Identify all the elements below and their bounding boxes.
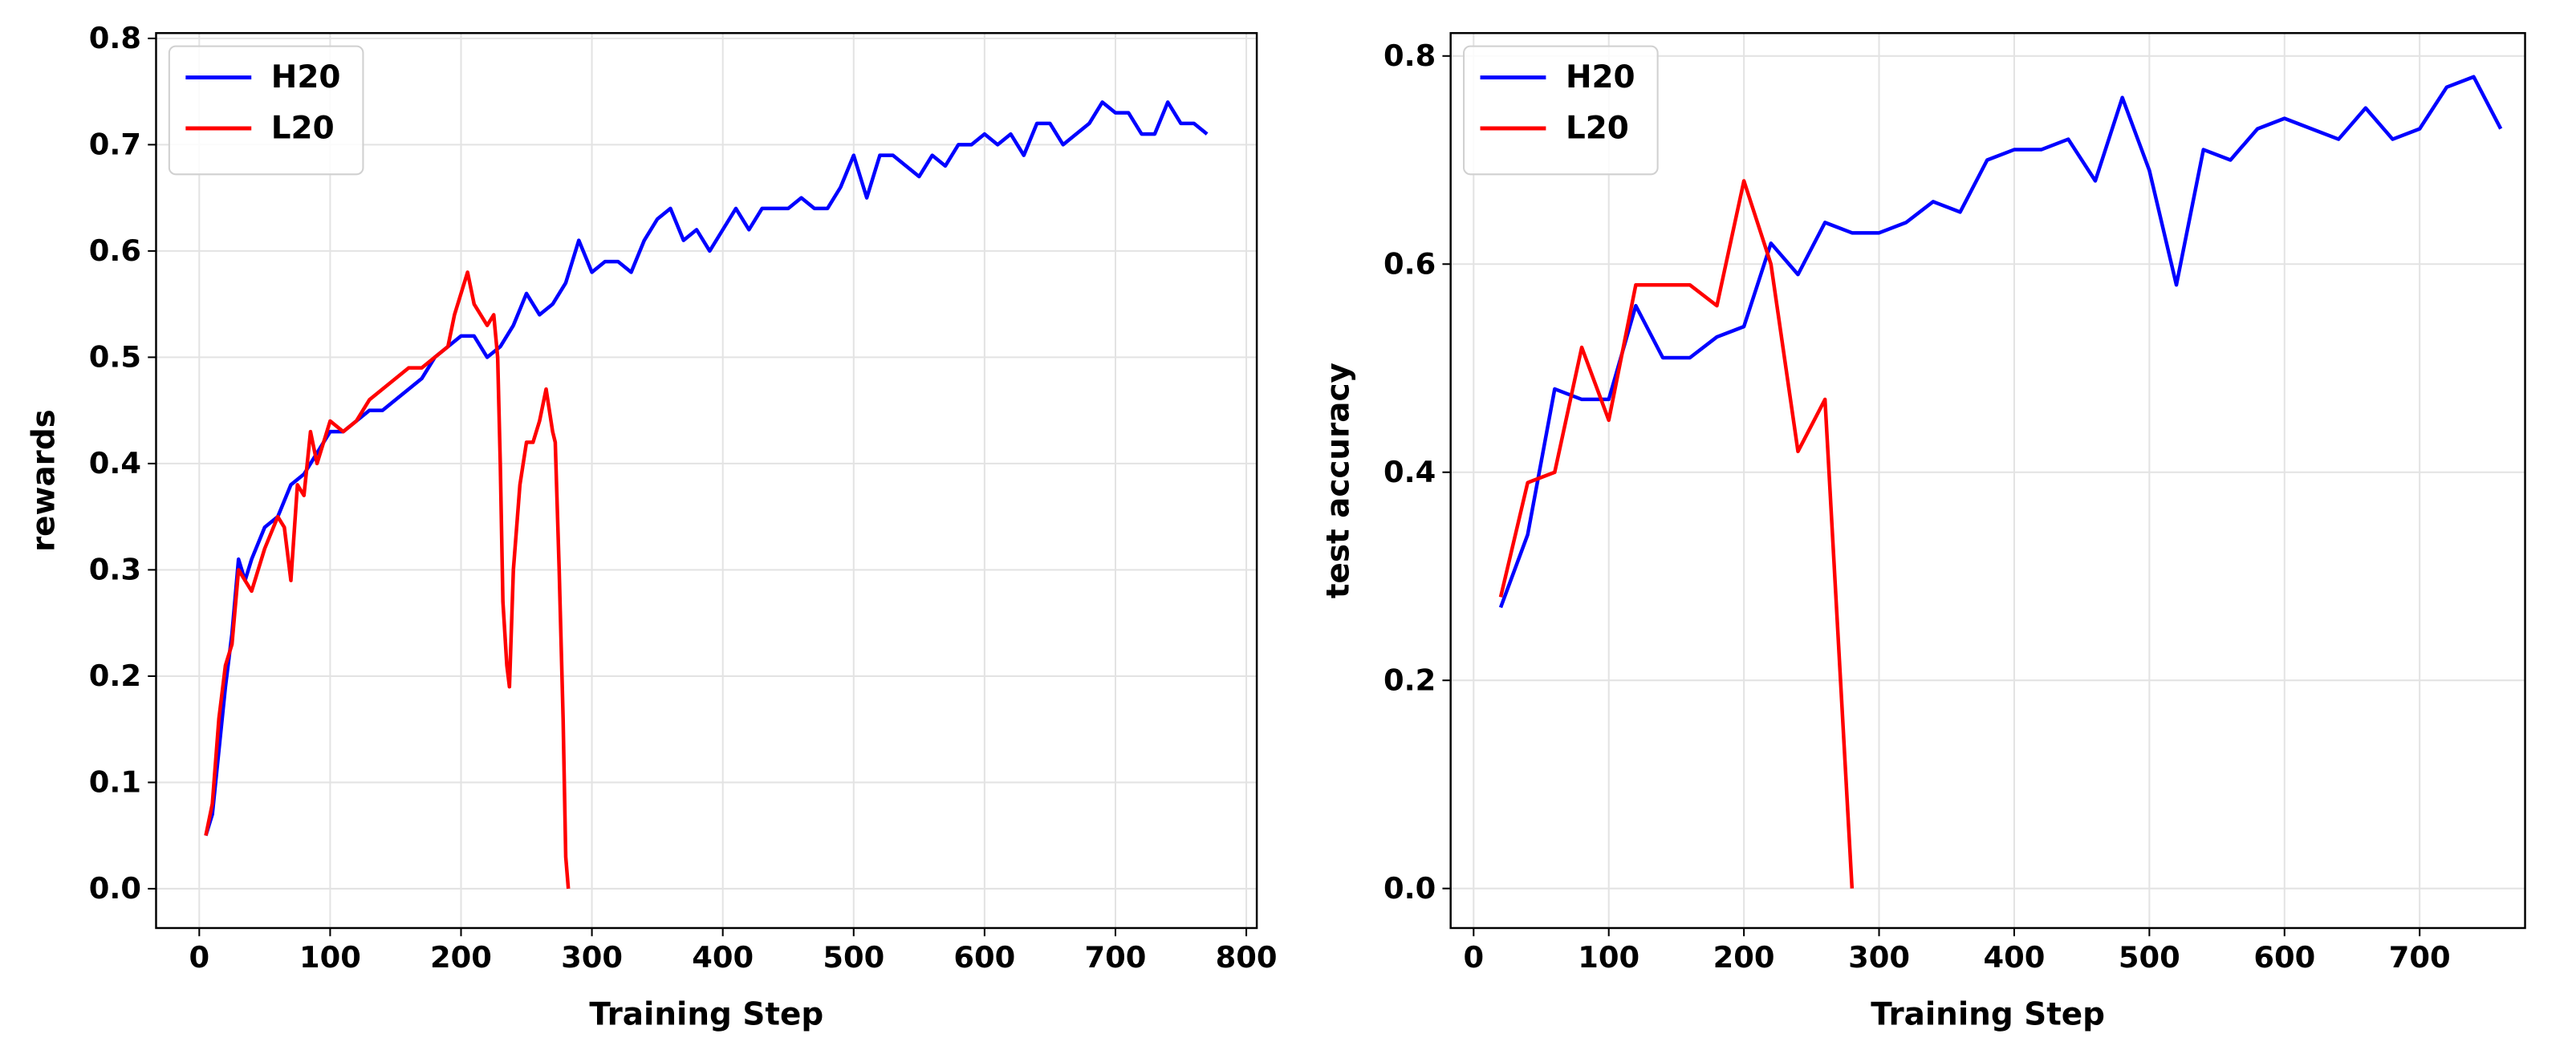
plot-frame	[1449, 32, 2526, 930]
legend-label: H20	[1566, 59, 1635, 95]
x-tick-label: 700	[1085, 940, 1147, 975]
y-tick-label: 0.0	[89, 871, 141, 906]
x-tick-label: 0	[1463, 940, 1484, 975]
x-axis-label: Training Step	[1871, 997, 2105, 1033]
y-tick-label: 0.2	[89, 659, 141, 693]
data-line	[204, 100, 1209, 837]
x-tick-label: 100	[1578, 940, 1639, 975]
y-tick-label: 0.8	[89, 21, 141, 55]
x-tick-label: 0	[189, 940, 209, 975]
y-tick-label: 0.7	[89, 128, 141, 162]
legend-label: H20	[271, 59, 341, 95]
x-tick-label: 700	[2389, 940, 2451, 975]
x-tick-label: 400	[692, 940, 754, 975]
y-tick-label: 0.4	[89, 446, 141, 480]
y-tick-label: 0.1	[89, 765, 141, 800]
x-axis-label: Training Step	[589, 997, 823, 1033]
y-tick-label: 0.2	[1383, 663, 1436, 697]
x-tick-label: 200	[430, 940, 492, 975]
y-axis-label: test accuracy	[1321, 363, 1357, 598]
x-tick-label: 300	[561, 940, 623, 975]
x-tick-label: 500	[2119, 940, 2180, 975]
y-tick-label: 0.8	[1383, 39, 1436, 73]
y-axis-label: rewards	[26, 409, 63, 552]
y-tick-label: 0.6	[89, 233, 141, 268]
data-line	[204, 270, 571, 890]
plot-frame	[155, 32, 1258, 930]
legend-label: L20	[271, 111, 335, 147]
y-tick-label: 0.6	[1383, 247, 1436, 282]
x-tick-label: 600	[2253, 940, 2315, 975]
legend-label: L20	[1566, 111, 1629, 147]
y-tick-label: 0.3	[89, 553, 141, 587]
x-tick-label: 800	[1216, 940, 1278, 975]
data-line	[1498, 179, 1855, 889]
y-tick-label: 0.4	[1383, 455, 1436, 489]
x-tick-label: 400	[1983, 940, 2045, 975]
x-tick-label: 300	[1848, 940, 1910, 975]
x-tick-label: 200	[1713, 940, 1775, 975]
data-line	[1498, 75, 2503, 609]
y-tick-label: 0.0	[1383, 871, 1436, 906]
x-tick-label: 500	[823, 940, 884, 975]
x-tick-label: 100	[299, 940, 361, 975]
y-tick-label: 0.5	[89, 340, 141, 375]
x-tick-label: 600	[953, 940, 1015, 975]
